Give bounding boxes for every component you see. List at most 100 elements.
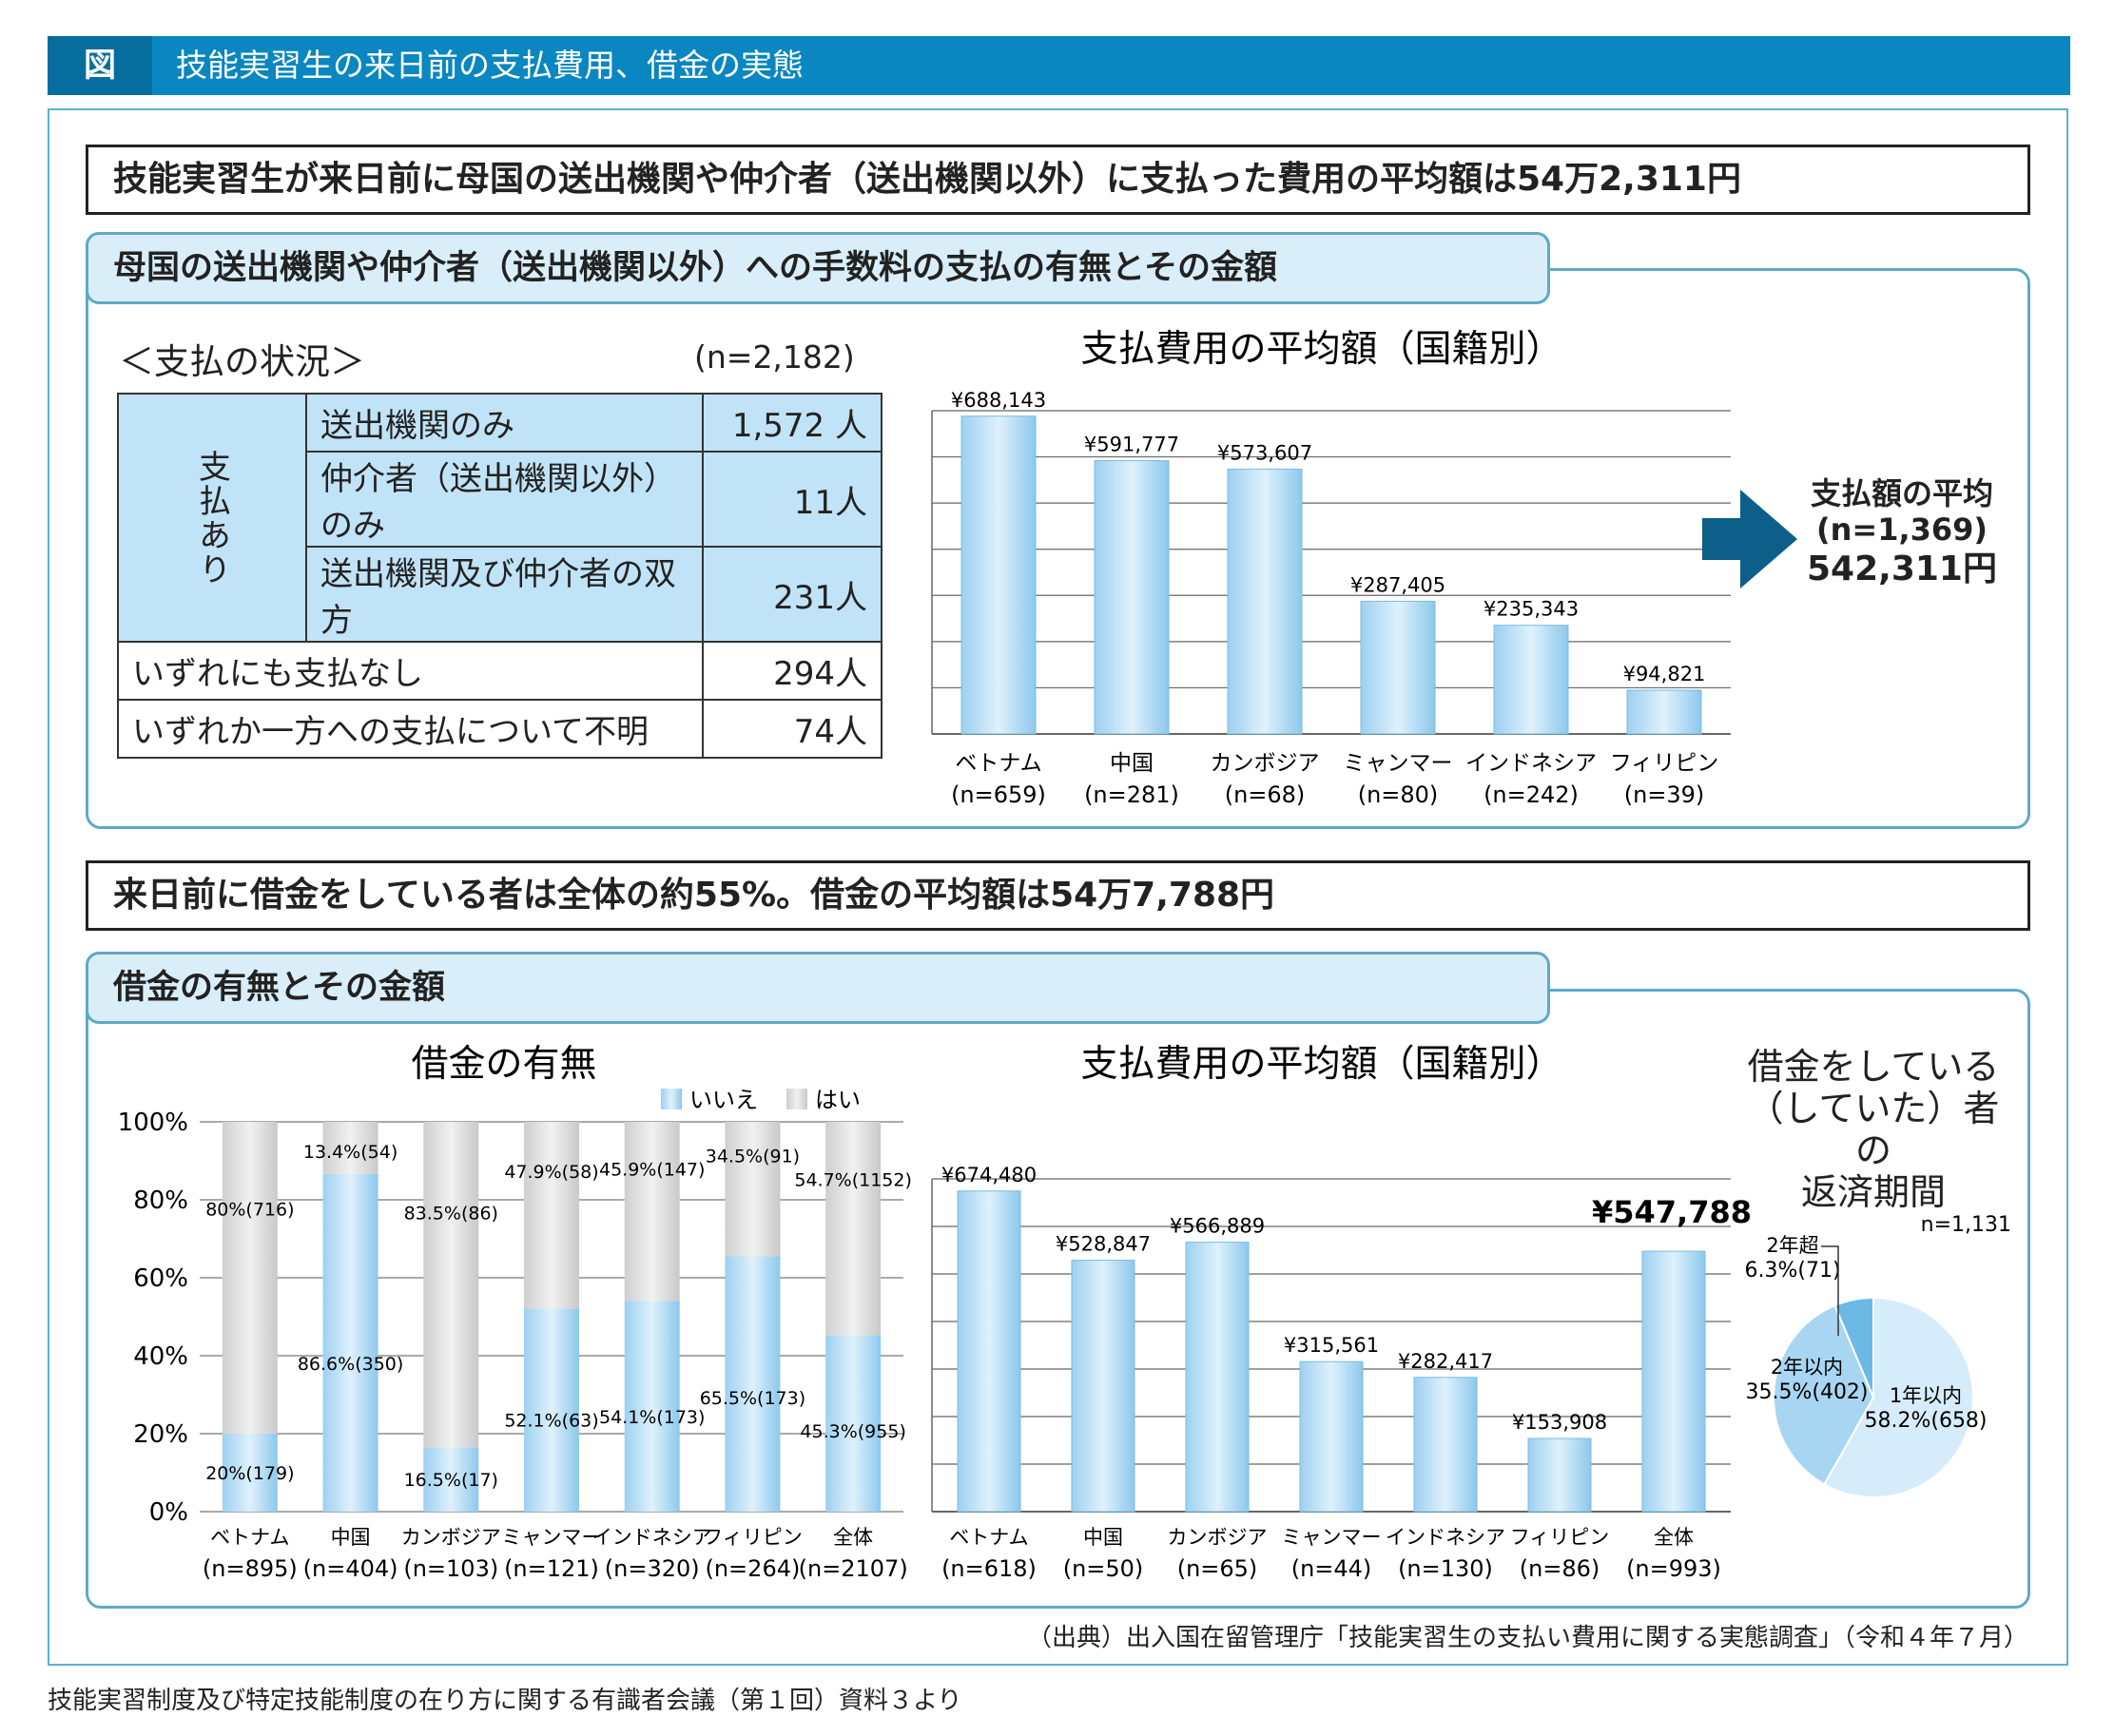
n-label: (n=320) [605, 1555, 700, 1582]
row-label: いずれか一方への支払について不明 [116, 699, 705, 759]
row-label: 仲介者（送出機関以外）のみ [304, 451, 705, 548]
data-label: 65.5%(173) [700, 1388, 805, 1409]
figure-frame [48, 108, 2068, 1666]
footer-note: 技能実習制度及び特定技能制度の在り方に関する有識者会議（第１回）資料３より [48, 1687, 962, 1715]
n-label: (n=281) [1084, 781, 1179, 808]
table-row: 仲介者（送出機関以外）のみ 11人 [118, 451, 882, 548]
bar [1227, 468, 1303, 735]
data-label: 20%(179) [205, 1463, 294, 1484]
section-2-panel [86, 989, 2030, 1609]
paid-group-label: 支払あり [192, 449, 231, 587]
category-label: インドネシア [592, 1526, 712, 1549]
bar [1493, 625, 1569, 735]
chart-title: 支払費用の平均額（国籍別） [1080, 1043, 1562, 1086]
category-label: カンボジア [1211, 751, 1320, 776]
row-label: 送出機関及び仲介者の双方 [304, 546, 705, 643]
figure-title: 技能実習生の来日前の支払費用、借金の実態 [176, 47, 804, 84]
bar-no [825, 1335, 882, 1512]
bar [1299, 1360, 1364, 1513]
data-label: 45.9%(147) [599, 1159, 705, 1180]
row-value: 231人 [702, 546, 882, 643]
category-label: ミャンマー [1344, 751, 1453, 776]
section-2-tab: 借金の有無とその金額 [86, 952, 1550, 1024]
paid-group-cell: 支払あり [117, 393, 307, 643]
repay-title: 借金をしている （していた）者の 返済期間 [1731, 1046, 2016, 1213]
pie-n-label: n=1,131 [1921, 1213, 2011, 1237]
data-label: ¥674,480 [941, 1164, 1037, 1186]
bar-no [322, 1173, 378, 1512]
data-label: 45.3%(955) [800, 1421, 905, 1442]
category-label: フィリピン [703, 1526, 803, 1549]
bar-no [725, 1256, 781, 1512]
slice-value: 6.3%(71) [1744, 1259, 1840, 1283]
data-label: ¥573,607 [1217, 441, 1312, 464]
data-label: ¥153,908 [1512, 1411, 1607, 1434]
category-label: インドネシア [1465, 751, 1597, 776]
data-label: 52.1%(63) [504, 1410, 598, 1431]
pie-slice [1833, 1296, 1874, 1398]
data-label: ¥315,561 [1284, 1334, 1379, 1357]
n-label: (n=895) [203, 1555, 298, 1582]
bar-yes [222, 1122, 278, 1434]
headline-2: 来日前に借金をしている者は全体の約55%。借金の平均額は54万7,788円 [86, 860, 2030, 931]
section-1-tab: 母国の送出機関や仲介者（送出機関以外）への手数料の支払の有無とその金額 [86, 232, 1550, 304]
bar-no [423, 1447, 479, 1512]
chart-debt-status: 借金の有無 0% 20% 40% 60% 80% 100% いいえ はい 20%(179) 80%… [118, 1043, 912, 1582]
average-n: (n=1,369) [1815, 511, 1988, 548]
y-tick-label: 80% [133, 1186, 188, 1215]
legend-label: いいえ [689, 1087, 758, 1113]
data-label: ¥528,847 [1056, 1233, 1151, 1256]
repay-title-line: 借金をしている [1747, 1046, 2000, 1088]
row-value: 11人 [702, 451, 882, 548]
bar [957, 1190, 1021, 1513]
category-label: ベトナム [210, 1526, 289, 1549]
data-label: 16.5%(17) [404, 1470, 498, 1491]
table-row: いずれにも支払なし 294人 [116, 641, 882, 701]
status-title: ＜支払の状況＞ [119, 341, 365, 382]
bar-yes [322, 1122, 378, 1174]
category-label: 中国 [331, 1526, 371, 1549]
pie-slice [1773, 1303, 1875, 1486]
slice-value: 58.2%(658) [1864, 1409, 1987, 1433]
y-tick-label: 60% [133, 1264, 188, 1293]
leader-line [1821, 1245, 1839, 1336]
y-tick-label: 0% [149, 1498, 188, 1527]
row-value: 74人 [702, 699, 882, 759]
bar-yes [725, 1122, 781, 1257]
average-summary: 支払額の平均 (n=1,369) 542,311円 [1778, 475, 2026, 591]
bar [1071, 1260, 1135, 1513]
category-label: 全体 [1654, 1526, 1694, 1549]
figure-header: 図 技能実習生の来日前の支払費用、借金の実態 [48, 36, 2070, 95]
n-label: (n=242) [1484, 781, 1579, 808]
bar [1185, 1242, 1250, 1513]
table-row: 支払あり 送出機関のみ 1,572 人 [117, 393, 882, 643]
n-label: (n=659) [951, 781, 1046, 808]
y-tick-label: 40% [133, 1342, 188, 1371]
row-value: 294人 [702, 641, 882, 701]
n-label: (n=121) [504, 1555, 599, 1582]
n-label: (n=65) [1177, 1555, 1258, 1582]
data-label: 34.5%(91) [706, 1146, 800, 1167]
row-value: 1,572 人 [702, 393, 882, 453]
n-label: (n=103) [403, 1555, 498, 1582]
bar-no [624, 1301, 680, 1512]
slice-label: 2年以内 [1771, 1356, 1843, 1379]
n-label: (n=80) [1358, 781, 1439, 808]
row-label: 送出機関のみ [304, 393, 705, 453]
bar [1641, 1250, 1706, 1513]
category-label: 中国 [1110, 751, 1154, 776]
bar [1094, 460, 1170, 735]
bar-no [222, 1434, 278, 1512]
data-label: 80%(716) [205, 1199, 294, 1220]
bar [1413, 1377, 1478, 1513]
legend-swatch [661, 1089, 682, 1109]
slice-label: 2年超 [1766, 1234, 1818, 1257]
category-label: ベトナム [955, 751, 1041, 776]
data-label: 86.6%(350) [298, 1354, 403, 1375]
n-label: (n=39) [1624, 781, 1705, 808]
row-label: いずれにも支払なし [116, 641, 705, 701]
average-label: 支払額の平均 [1810, 475, 1993, 511]
y-tick-label: 20% [133, 1420, 188, 1449]
n-label: (n=130) [1398, 1555, 1493, 1582]
data-label: 54.7%(1152) [794, 1169, 912, 1190]
